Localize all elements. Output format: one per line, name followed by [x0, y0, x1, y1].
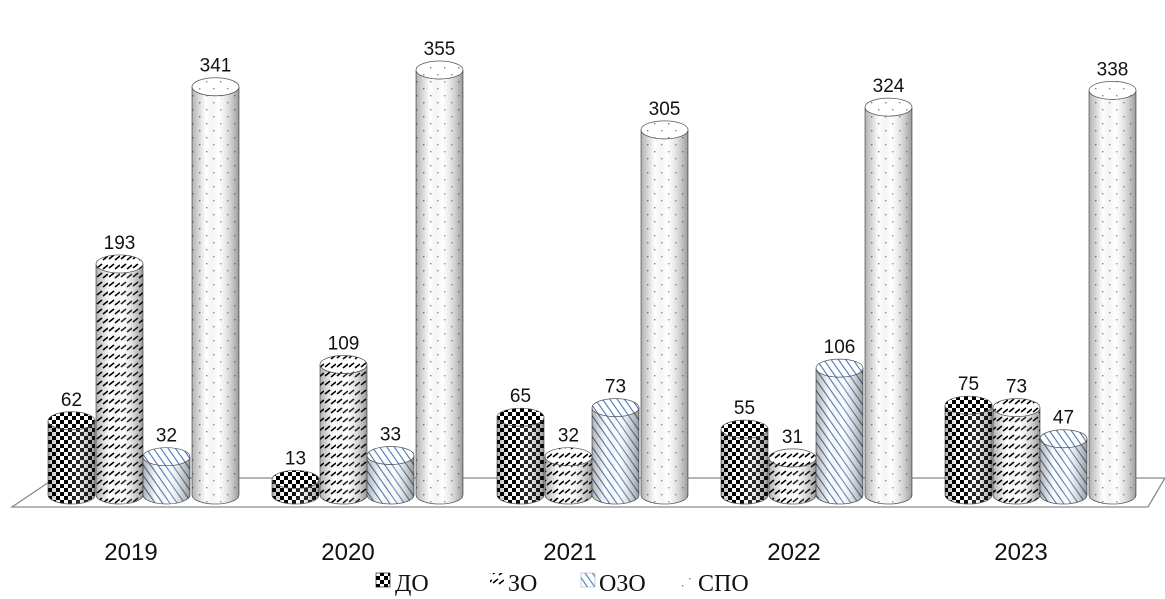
bar-do-2020 — [271, 470, 320, 505]
bars-layer — [47, 60, 1137, 505]
legend-swatch-ozo — [580, 572, 596, 588]
bar-spo-2022 — [864, 97, 913, 505]
data-label-do-2021: 65 — [510, 386, 531, 407]
legend-label-spo: СПО — [698, 571, 749, 597]
bar-zo-2019 — [95, 254, 144, 505]
data-label-spo-2019: 341 — [200, 56, 232, 77]
bar-spo-2023 — [1088, 80, 1137, 505]
data-label-spo-2021: 305 — [649, 99, 681, 120]
data-label-ozo-2019: 32 — [156, 426, 177, 447]
legend-label-zo: ЗО — [508, 571, 537, 597]
data-labels-layer: 62 193 32 341 13 109 33 355 65 32 73 305 55 31 106 324 7… — [61, 39, 1128, 469]
category-label-2023: 2023 — [994, 539, 1047, 566]
data-label-do-2022: 55 — [734, 398, 755, 419]
bar-spo-2020 — [415, 60, 464, 505]
data-label-zo-2019: 193 — [104, 233, 136, 254]
legend: ДО ЗО ОЗО СПО — [375, 571, 749, 597]
bar-do-2023 — [944, 395, 993, 505]
data-label-zo-2021: 32 — [558, 426, 579, 447]
bar-do-2022 — [720, 419, 769, 505]
data-label-spo-2023: 338 — [1097, 59, 1129, 80]
bar-do-2021 — [496, 407, 545, 505]
legend-label-ozo: ОЗО — [599, 571, 646, 597]
data-label-ozo-2021: 73 — [605, 377, 626, 398]
bar-zo-2020 — [319, 355, 368, 505]
data-label-ozo-2023: 47 — [1053, 408, 1074, 429]
bar-ozo-2021 — [591, 398, 640, 505]
bar-zo-2021 — [544, 447, 593, 505]
data-label-ozo-2022: 106 — [824, 337, 856, 358]
data-label-do-2019: 62 — [61, 390, 82, 411]
bar-do-2019 — [47, 411, 96, 505]
legend-swatch-zo — [490, 573, 504, 587]
data-label-zo-2020: 109 — [328, 334, 360, 355]
bar-ozo-2022 — [815, 358, 864, 505]
bar-zo-2022 — [768, 448, 817, 505]
category-label-2022: 2022 — [767, 539, 820, 566]
legend-swatch-do — [375, 572, 391, 588]
bar-ozo-2019 — [142, 447, 191, 505]
data-label-do-2020: 13 — [285, 448, 306, 469]
category-label-2021: 2021 — [543, 539, 596, 566]
category-label-2019: 2019 — [104, 539, 157, 566]
data-label-zo-2023: 73 — [1006, 377, 1027, 398]
data-label-spo-2022: 324 — [873, 76, 905, 97]
bar-ozo-2020 — [366, 446, 415, 505]
bar-spo-2019 — [191, 77, 240, 505]
data-label-zo-2022: 31 — [782, 427, 803, 448]
data-label-do-2023: 75 — [958, 374, 979, 395]
data-label-ozo-2020: 33 — [380, 424, 401, 445]
data-label-spo-2020: 355 — [424, 39, 456, 60]
legend-label-do: ДО — [395, 571, 429, 597]
bar-spo-2021 — [640, 120, 689, 505]
category-label-2020: 2020 — [321, 539, 374, 566]
bar-zo-2023 — [992, 398, 1041, 505]
legend-swatch-spo — [680, 573, 694, 587]
bar-ozo-2023 — [1039, 429, 1088, 505]
